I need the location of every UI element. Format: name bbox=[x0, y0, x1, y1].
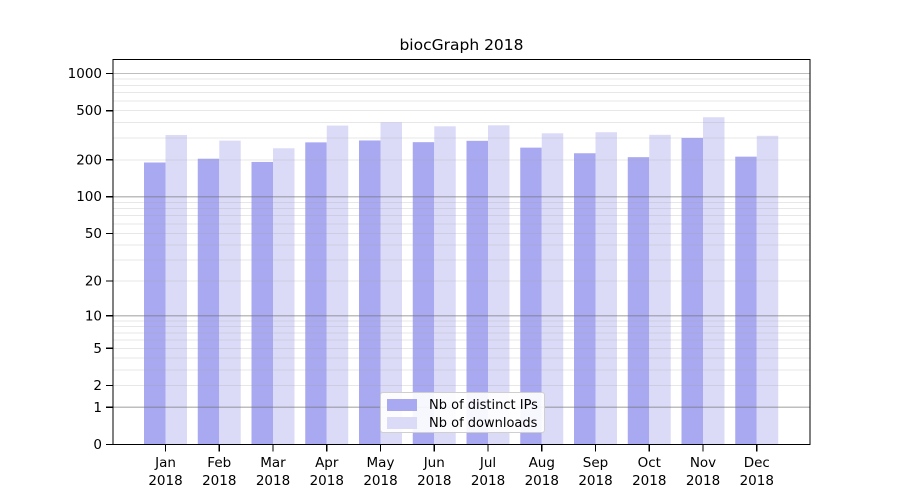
legend-item: Nb of downloads bbox=[381, 414, 544, 432]
bar-distinct-ips bbox=[197, 158, 220, 445]
x-tick-label-month: Aug bbox=[529, 455, 555, 471]
x-tick-label-month: May bbox=[367, 455, 395, 471]
legend-item-label: Nb of distinct IPs bbox=[429, 397, 538, 413]
x-tick-label-month: Dec bbox=[744, 455, 770, 471]
y-tick-label: 20 bbox=[85, 274, 102, 290]
bar-downloads bbox=[488, 125, 510, 445]
bar-downloads bbox=[219, 140, 241, 445]
bar-distinct-ips bbox=[305, 142, 327, 445]
bar-downloads bbox=[380, 122, 402, 445]
bar-distinct-ips bbox=[412, 142, 435, 445]
y-tick-label: 1000 bbox=[68, 66, 102, 82]
bar-downloads bbox=[756, 135, 779, 445]
legend-swatch-downloads bbox=[387, 417, 417, 429]
y-tick-label: 1 bbox=[93, 400, 102, 416]
x-tick-label-month: Jul bbox=[479, 455, 496, 471]
y-tick-label: 2 bbox=[93, 378, 102, 394]
bar-downloads bbox=[273, 148, 295, 445]
legend-swatch-ips bbox=[387, 399, 417, 411]
bar-distinct-ips bbox=[144, 162, 166, 445]
x-tick-label-year: 2018 bbox=[525, 473, 559, 489]
y-tick-label: 100 bbox=[76, 189, 102, 205]
x-tick-label-month: Feb bbox=[207, 455, 231, 471]
x-tick-label-year: 2018 bbox=[310, 473, 344, 489]
x-tick-label-year: 2018 bbox=[363, 473, 397, 489]
bar-distinct-ips bbox=[681, 137, 703, 445]
x-tick-label-year: 2018 bbox=[202, 473, 236, 489]
bar-downloads bbox=[541, 133, 564, 445]
bar-downloads bbox=[703, 117, 725, 445]
x-tick-label-month: Oct bbox=[638, 455, 661, 471]
bar-distinct-ips bbox=[574, 153, 596, 445]
bar-downloads bbox=[649, 134, 671, 445]
x-tick-label-year: 2018 bbox=[256, 473, 290, 489]
legend: Nb of distinct IPs Nb of downloads bbox=[380, 392, 545, 433]
x-tick-label-year: 2018 bbox=[148, 473, 182, 489]
y-tick-label: 5 bbox=[93, 341, 102, 357]
x-tick-label-year: 2018 bbox=[740, 473, 774, 489]
bar-distinct-ips bbox=[520, 147, 542, 445]
legend-item: Nb of distinct IPs bbox=[381, 396, 544, 414]
bar-distinct-ips bbox=[359, 140, 381, 445]
x-tick-label-month: Apr bbox=[315, 455, 339, 471]
x-tick-label-month: Jan bbox=[154, 455, 176, 471]
bar-distinct-ips bbox=[627, 157, 650, 445]
bar-downloads bbox=[595, 132, 617, 445]
x-tick-label-year: 2018 bbox=[471, 473, 505, 489]
y-gridlines bbox=[113, 72, 810, 408]
chart-title: biocGraph 2018 bbox=[399, 36, 524, 54]
y-axis: 0 1 2 5 10 20 50 100 200 500 1000 bbox=[68, 66, 113, 453]
y-tick-label: 500 bbox=[76, 103, 102, 119]
x-axis: Jan 2018 Feb 2018 Mar 2018 Apr 2018 May 2018 Jun 20… bbox=[148, 444, 774, 489]
bar-downloads bbox=[326, 125, 349, 445]
bar-downloads bbox=[165, 134, 187, 445]
legend-item-label: Nb of downloads bbox=[429, 415, 538, 431]
bar-distinct-ips bbox=[735, 156, 757, 445]
x-tick-label-year: 2018 bbox=[417, 473, 451, 489]
bar-distinct-ips bbox=[251, 161, 273, 445]
y-tick-label: 50 bbox=[85, 226, 102, 242]
x-tick-label-year: 2018 bbox=[632, 473, 666, 489]
x-tick-label-month: Sep bbox=[583, 455, 608, 471]
bar-downloads bbox=[434, 126, 456, 445]
x-tick-label-month: Jun bbox=[423, 455, 445, 471]
y-tick-label: 200 bbox=[76, 152, 102, 168]
bar-distinct-ips bbox=[466, 140, 488, 445]
plot-border bbox=[112, 58, 811, 446]
bar-series bbox=[144, 117, 779, 445]
x-tick-label-year: 2018 bbox=[578, 473, 612, 489]
x-tick-label-month: Mar bbox=[260, 455, 286, 471]
y-tick-label: 0 bbox=[93, 437, 102, 453]
y-tick-label: 10 bbox=[85, 308, 102, 324]
x-tick-label-month: Nov bbox=[690, 455, 716, 471]
x-tick-label-year: 2018 bbox=[686, 473, 720, 489]
